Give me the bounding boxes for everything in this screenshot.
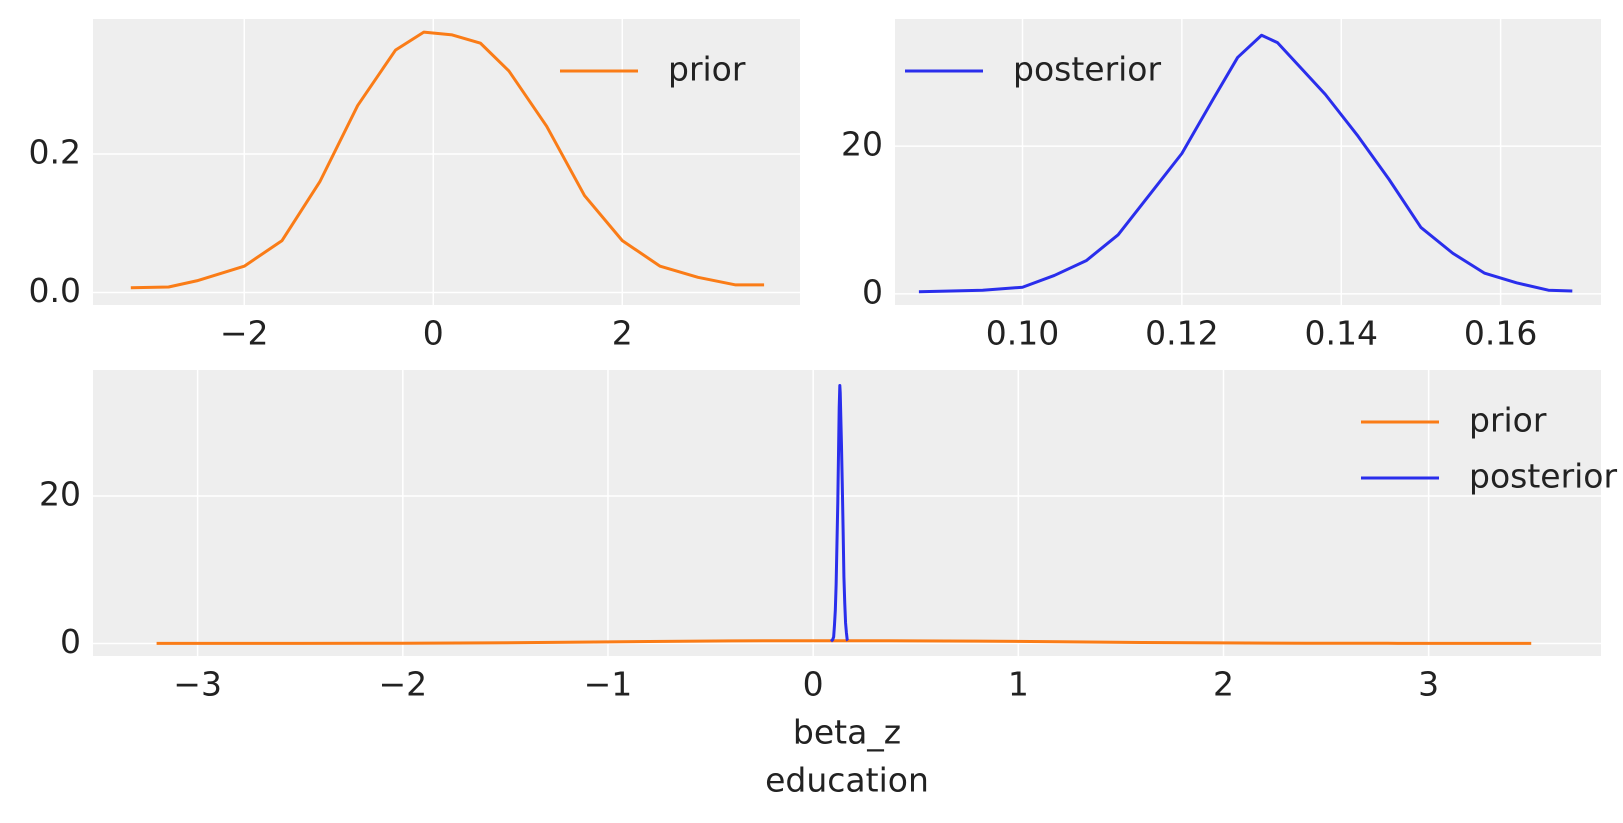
x-tick-label: 1 [1008, 665, 1029, 704]
x-tick-label: 0 [423, 314, 444, 353]
x-tick-label: 2 [1213, 665, 1234, 704]
y-tick-label: 0.0 [29, 271, 81, 310]
plot-background [93, 370, 1601, 656]
x-tick-label: 0 [803, 665, 824, 704]
line [156, 639, 1532, 645]
plot-background [895, 19, 1601, 305]
x-tick-label: −3 [173, 665, 222, 704]
x-tick-label: 0.10 [986, 314, 1059, 353]
line [829, 383, 849, 643]
legend-label: prior [1469, 401, 1547, 440]
subplot: −2 0 2 0.0 0.2 prior [29, 19, 800, 353]
y-tick-label: 20 [39, 475, 81, 514]
plot-background [93, 19, 800, 305]
legend-label: posterior [1013, 50, 1161, 89]
x-tick-label: −1 [584, 665, 633, 704]
y-tick-label: 0 [862, 272, 883, 311]
x-tick-label: 0.14 [1304, 314, 1377, 353]
y-tick-label: 0.2 [29, 133, 81, 172]
x-axis-label: education [765, 761, 929, 800]
legend-label: posterior [1469, 457, 1617, 496]
x-axis-label: beta_z [793, 713, 901, 752]
x-tick-label: 0.16 [1464, 314, 1537, 353]
y-tick-label: 20 [841, 125, 883, 164]
legend-label: prior [668, 50, 746, 89]
x-tick-label: −2 [220, 314, 269, 353]
y-tick-label: 0 [60, 622, 81, 661]
x-tick-label: 2 [612, 314, 633, 353]
subplot: −3 −2 −1 0 1 2 3 0 20 prior posterior beta_zeducati… [39, 370, 1617, 800]
x-tick-label: 0.12 [1145, 314, 1218, 353]
x-tick-label: 3 [1418, 665, 1439, 704]
subplot: 0.10 0.12 0.14 0.16 0 20 posterior [841, 19, 1601, 353]
line [918, 33, 1573, 294]
x-tick-label: −2 [378, 665, 427, 704]
line [130, 30, 765, 290]
